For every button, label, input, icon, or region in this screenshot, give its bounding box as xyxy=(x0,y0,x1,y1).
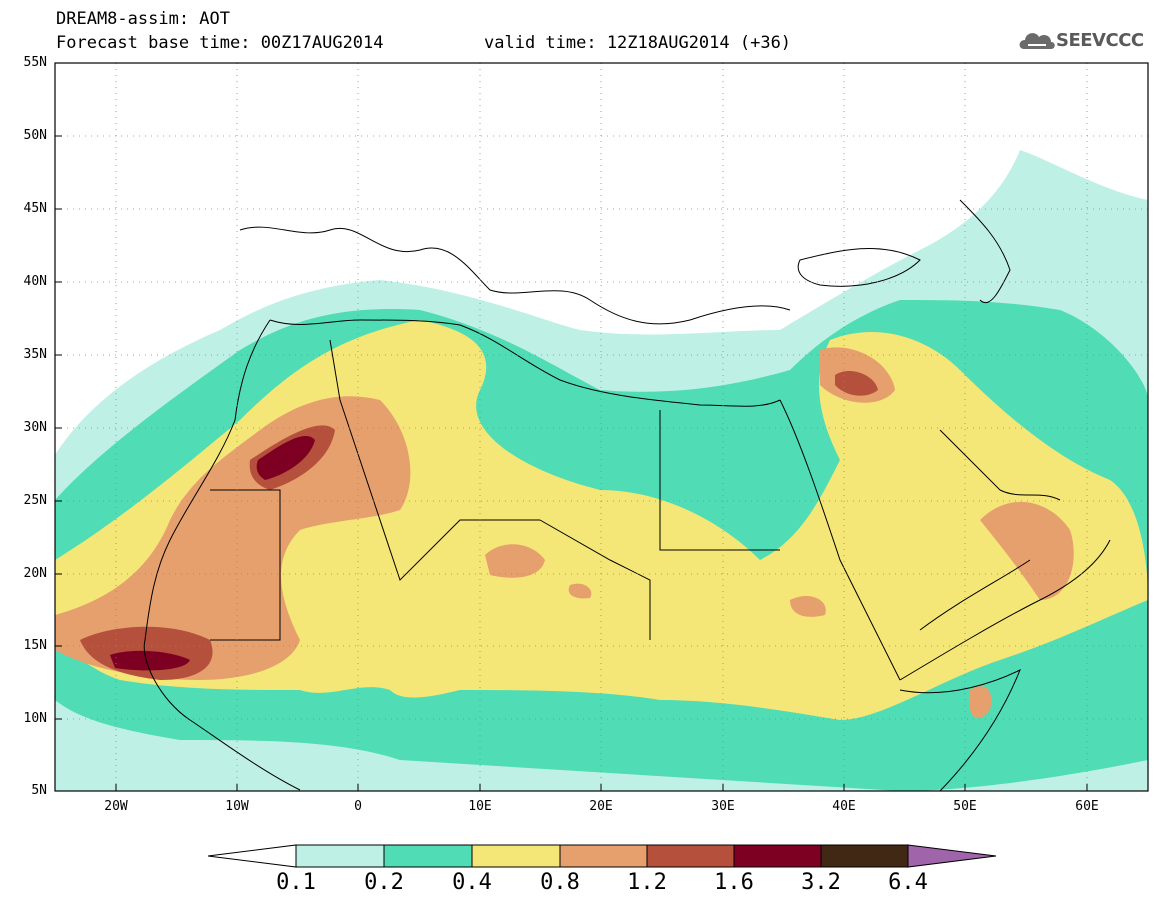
logo-text: SEEVCCC xyxy=(1056,30,1144,51)
gridlines xyxy=(55,63,1148,791)
aot-level-0.8 xyxy=(485,544,545,578)
lat-label: 25N xyxy=(23,493,47,508)
colorbar-label: 6.4 xyxy=(888,870,928,895)
colorbar-label: 3.2 xyxy=(801,870,841,895)
axis-ticks xyxy=(55,62,1088,791)
lon-label: 0 xyxy=(354,799,362,814)
colorbar-label: 0.8 xyxy=(540,870,580,895)
colorbar-high-arrow xyxy=(907,844,997,868)
coastline-redsea xyxy=(779,399,901,681)
colorbar-swatch xyxy=(820,844,909,868)
coastlines xyxy=(143,199,1111,791)
aot-level-1.2 xyxy=(835,370,878,396)
border-country xyxy=(539,519,651,640)
coastline-caspian xyxy=(959,199,1011,303)
colorbar-label: 0.4 xyxy=(452,870,492,895)
coastline-europe xyxy=(239,226,791,325)
border-country xyxy=(919,559,1031,631)
lon-label: 20W xyxy=(104,799,128,814)
lat-label: 40N xyxy=(23,274,47,289)
border-country xyxy=(659,410,780,551)
colorbar-label: 0.1 xyxy=(276,870,316,895)
aot-fields xyxy=(55,150,1148,791)
coastline-somalia xyxy=(899,668,1021,791)
valid-time-label: valid time: 12Z18AUG2014 (+36) xyxy=(484,33,792,53)
aot-level-0.8 xyxy=(568,583,592,599)
lat-label: 50N xyxy=(23,128,47,143)
colorbar-swatch xyxy=(646,844,735,868)
colorbar xyxy=(207,844,997,868)
lat-label: 45N xyxy=(23,201,47,216)
border-country xyxy=(210,489,281,641)
lat-label: 5N xyxy=(31,783,47,798)
colorbar-label: 1.6 xyxy=(714,870,754,895)
lon-label: 10E xyxy=(468,799,492,814)
lat-label: 30N xyxy=(23,420,47,435)
aot-level-1.6 xyxy=(110,650,190,671)
colorbar-swatch xyxy=(471,844,561,868)
lon-label: 50E xyxy=(953,799,977,814)
lat-label: 15N xyxy=(23,638,47,653)
base-time-label: Forecast base time: 00Z17AUG2014 xyxy=(56,33,384,53)
coastline-arabia xyxy=(899,539,1111,681)
lon-label: 30E xyxy=(711,799,735,814)
colorbar-label: 1.2 xyxy=(627,870,667,895)
colorbar-swatch xyxy=(559,844,648,868)
coastline-mediterranean xyxy=(269,319,781,407)
border-country xyxy=(329,339,540,581)
colorbar-swatch xyxy=(383,844,473,868)
lon-label: 60E xyxy=(1075,799,1099,814)
aot-level-0.8 xyxy=(980,501,1074,600)
map-title: DREAM8-assim: AOT xyxy=(56,9,230,29)
aot-level-0.8 xyxy=(790,595,826,617)
coastline-blacksea xyxy=(797,247,921,287)
colorbar-label: 0.2 xyxy=(364,870,404,895)
colorbar-swatch xyxy=(733,844,822,868)
aot-level-0.8 xyxy=(55,396,411,680)
aot-level-1.6 xyxy=(256,435,315,480)
colorbar-low-arrow xyxy=(207,844,297,868)
coastline-africa-west xyxy=(143,319,301,791)
lat-label: 55N xyxy=(23,55,47,70)
lat-label: 35N xyxy=(23,347,47,362)
cloud-icon xyxy=(1019,33,1055,49)
coastline-gulf xyxy=(939,429,1061,501)
colorbar-swatch xyxy=(295,844,385,868)
lon-label: 10W xyxy=(225,799,249,814)
lon-label: 40E xyxy=(832,799,856,814)
lat-label: 10N xyxy=(23,711,47,726)
aot-level-0.8 xyxy=(969,686,992,719)
lon-label: 20E xyxy=(589,799,613,814)
lat-label: 20N xyxy=(23,566,47,581)
